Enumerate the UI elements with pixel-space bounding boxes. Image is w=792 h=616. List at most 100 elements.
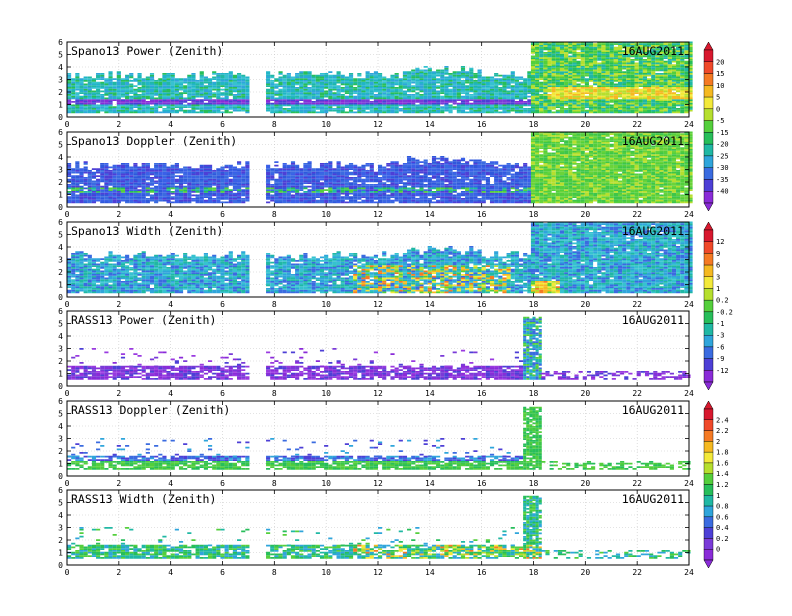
data-cell: [79, 91, 83, 93]
data-cell: [75, 99, 79, 101]
data-cell: [618, 75, 622, 77]
data-cell: [125, 175, 129, 177]
data-cell: [167, 170, 171, 172]
data-cell: [601, 45, 605, 47]
data-cell: [659, 99, 663, 101]
data-cell: [597, 57, 601, 59]
data-cell: [283, 82, 287, 84]
data-cell: [67, 106, 71, 108]
data-cell: [142, 177, 146, 179]
data-cell: [299, 87, 303, 89]
data-cell: [125, 103, 129, 105]
data-cell: [556, 91, 560, 93]
data-cell: [548, 84, 552, 86]
data-cell: [308, 110, 312, 112]
data-cell: [635, 92, 639, 94]
data-cell: [212, 202, 216, 204]
data-cell: [92, 108, 96, 110]
data-cell: [341, 101, 345, 103]
data-cell: [436, 91, 440, 93]
data-cell: [668, 59, 672, 61]
data-cell: [92, 172, 96, 174]
data-cell: [498, 84, 502, 86]
data-cell: [137, 174, 141, 176]
data-cell: [610, 108, 614, 110]
data-cell: [200, 89, 204, 91]
data-cell: [158, 106, 162, 108]
data-cell: [67, 101, 71, 103]
data-cell: [187, 188, 191, 190]
data-cell: [448, 84, 452, 86]
data-cell: [191, 112, 195, 114]
data-cell: [539, 70, 543, 72]
data-cell: [577, 77, 581, 79]
data-cell: [577, 49, 581, 51]
data-cell: [655, 87, 659, 89]
data-cell: [167, 75, 171, 77]
data-cell: [601, 68, 605, 70]
data-cell: [187, 98, 191, 100]
data-cell: [643, 89, 647, 91]
data-cell: [245, 181, 249, 183]
data-cell: [225, 101, 229, 103]
data-cell: [614, 43, 618, 45]
data-cell: [552, 105, 556, 107]
data-cell: [225, 91, 229, 93]
data-cell: [498, 101, 502, 103]
data-cell: [146, 195, 150, 197]
data-cell: [220, 112, 224, 114]
data-cell: [610, 50, 614, 52]
data-cell: [158, 92, 162, 94]
data-cell: [117, 101, 121, 103]
data-cell: [684, 73, 688, 75]
data-cell: [187, 191, 191, 193]
data-cell: [610, 80, 614, 82]
data-cell: [142, 98, 146, 100]
data-cell: [287, 188, 291, 190]
data-cell: [104, 182, 108, 184]
data-cell: [668, 64, 672, 66]
data-cell: [142, 112, 146, 114]
data-cell: [191, 175, 195, 177]
data-cell: [137, 77, 141, 79]
data-cell: [378, 91, 382, 93]
data-cell: [158, 200, 162, 202]
data-cell: [67, 73, 71, 75]
data-cell: [104, 108, 108, 110]
data-cell: [448, 98, 452, 100]
data-cell: [266, 168, 270, 170]
data-cell: [345, 96, 349, 98]
data-cell: [312, 82, 316, 84]
data-cell: [519, 91, 523, 93]
data-cell: [473, 91, 477, 93]
data-cell: [241, 186, 245, 188]
data-cell: [606, 99, 610, 101]
data-cell: [79, 198, 83, 200]
data-cell: [577, 57, 581, 59]
data-cell: [672, 108, 676, 110]
data-cell: [146, 77, 150, 79]
data-cell: [543, 110, 547, 112]
data-cell: [527, 87, 531, 89]
data-cell: [626, 82, 630, 84]
data-cell: [552, 85, 556, 87]
data-cell: [651, 84, 655, 86]
data-cell: [552, 103, 556, 105]
data-cell: [399, 105, 403, 107]
data-cell: [233, 188, 237, 190]
data-cell: [593, 77, 597, 79]
data-cell: [237, 177, 241, 179]
data-cell: [113, 106, 117, 108]
data-cell: [274, 112, 278, 114]
data-cell: [478, 99, 482, 101]
data-cell: [308, 103, 312, 105]
data-cell: [527, 71, 531, 73]
data-cell: [428, 75, 432, 77]
data-cell: [465, 98, 469, 100]
data-cell: [647, 78, 651, 80]
data-cell: [117, 84, 121, 86]
data-cell: [96, 188, 100, 190]
data-cell: [204, 92, 208, 94]
data-cell: [154, 193, 158, 195]
data-cell: [316, 75, 320, 77]
